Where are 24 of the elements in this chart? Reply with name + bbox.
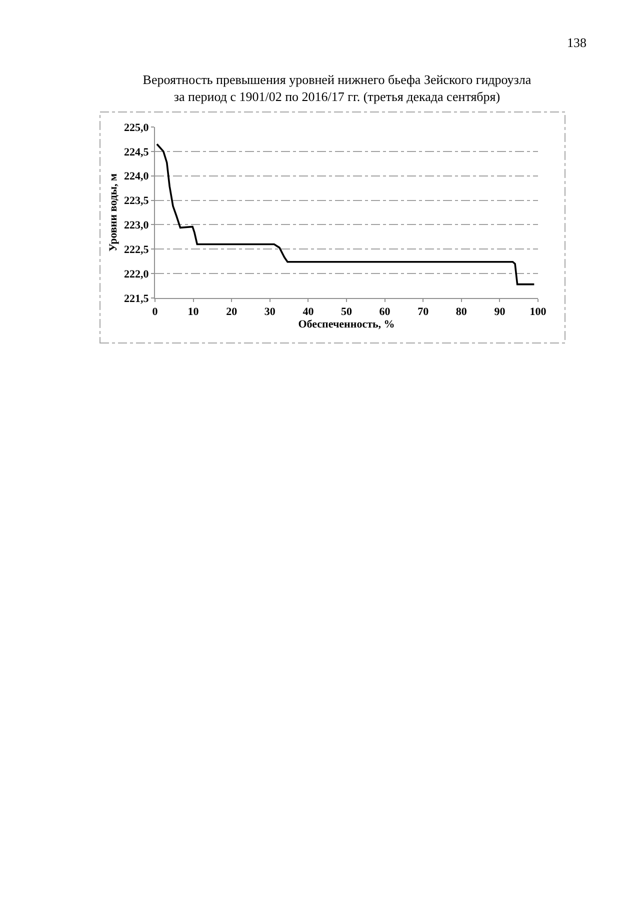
x-tick-label: 10 <box>188 306 200 318</box>
x-axis-title: Обеспеченность, % <box>298 318 395 330</box>
x-tick-label: 90 <box>494 306 506 318</box>
chart-title: Вероятность превышения уровней нижнего бьефа Зейского гидроузла за период с 1901/02 по 2016/17 гг. (третья декада сентября) <box>142 72 532 104</box>
x-tick-label: 20 <box>226 306 238 318</box>
x-tick-label: 40 <box>302 306 314 318</box>
x-tick-label: 100 <box>530 306 547 318</box>
y-tick-label: 224,0 <box>124 170 150 183</box>
x-tick-label: 70 <box>418 306 430 318</box>
y-axis-title: Уровни воды, м <box>108 172 120 252</box>
text: 138 <box>567 35 586 50</box>
y-tick-label: 222,5 <box>124 244 150 256</box>
y-tick-label: 222,0 <box>124 268 150 280</box>
y-tick-label: 224,5 <box>124 146 150 158</box>
x-tick-label: 30 <box>264 306 276 318</box>
x-tick-label: 80 <box>456 306 468 318</box>
y-tick-label: 223,5 <box>124 195 150 208</box>
line-series <box>156 143 536 286</box>
y-tick-label: 225,0 <box>124 122 150 134</box>
x-tick-label: 0 <box>152 306 158 318</box>
y-tick-label: 223,0 <box>124 220 150 232</box>
y-tick-label: 221,5 <box>124 292 150 305</box>
x-tick-label: 50 <box>341 306 352 318</box>
x-tick-label: 60 <box>379 306 391 318</box>
